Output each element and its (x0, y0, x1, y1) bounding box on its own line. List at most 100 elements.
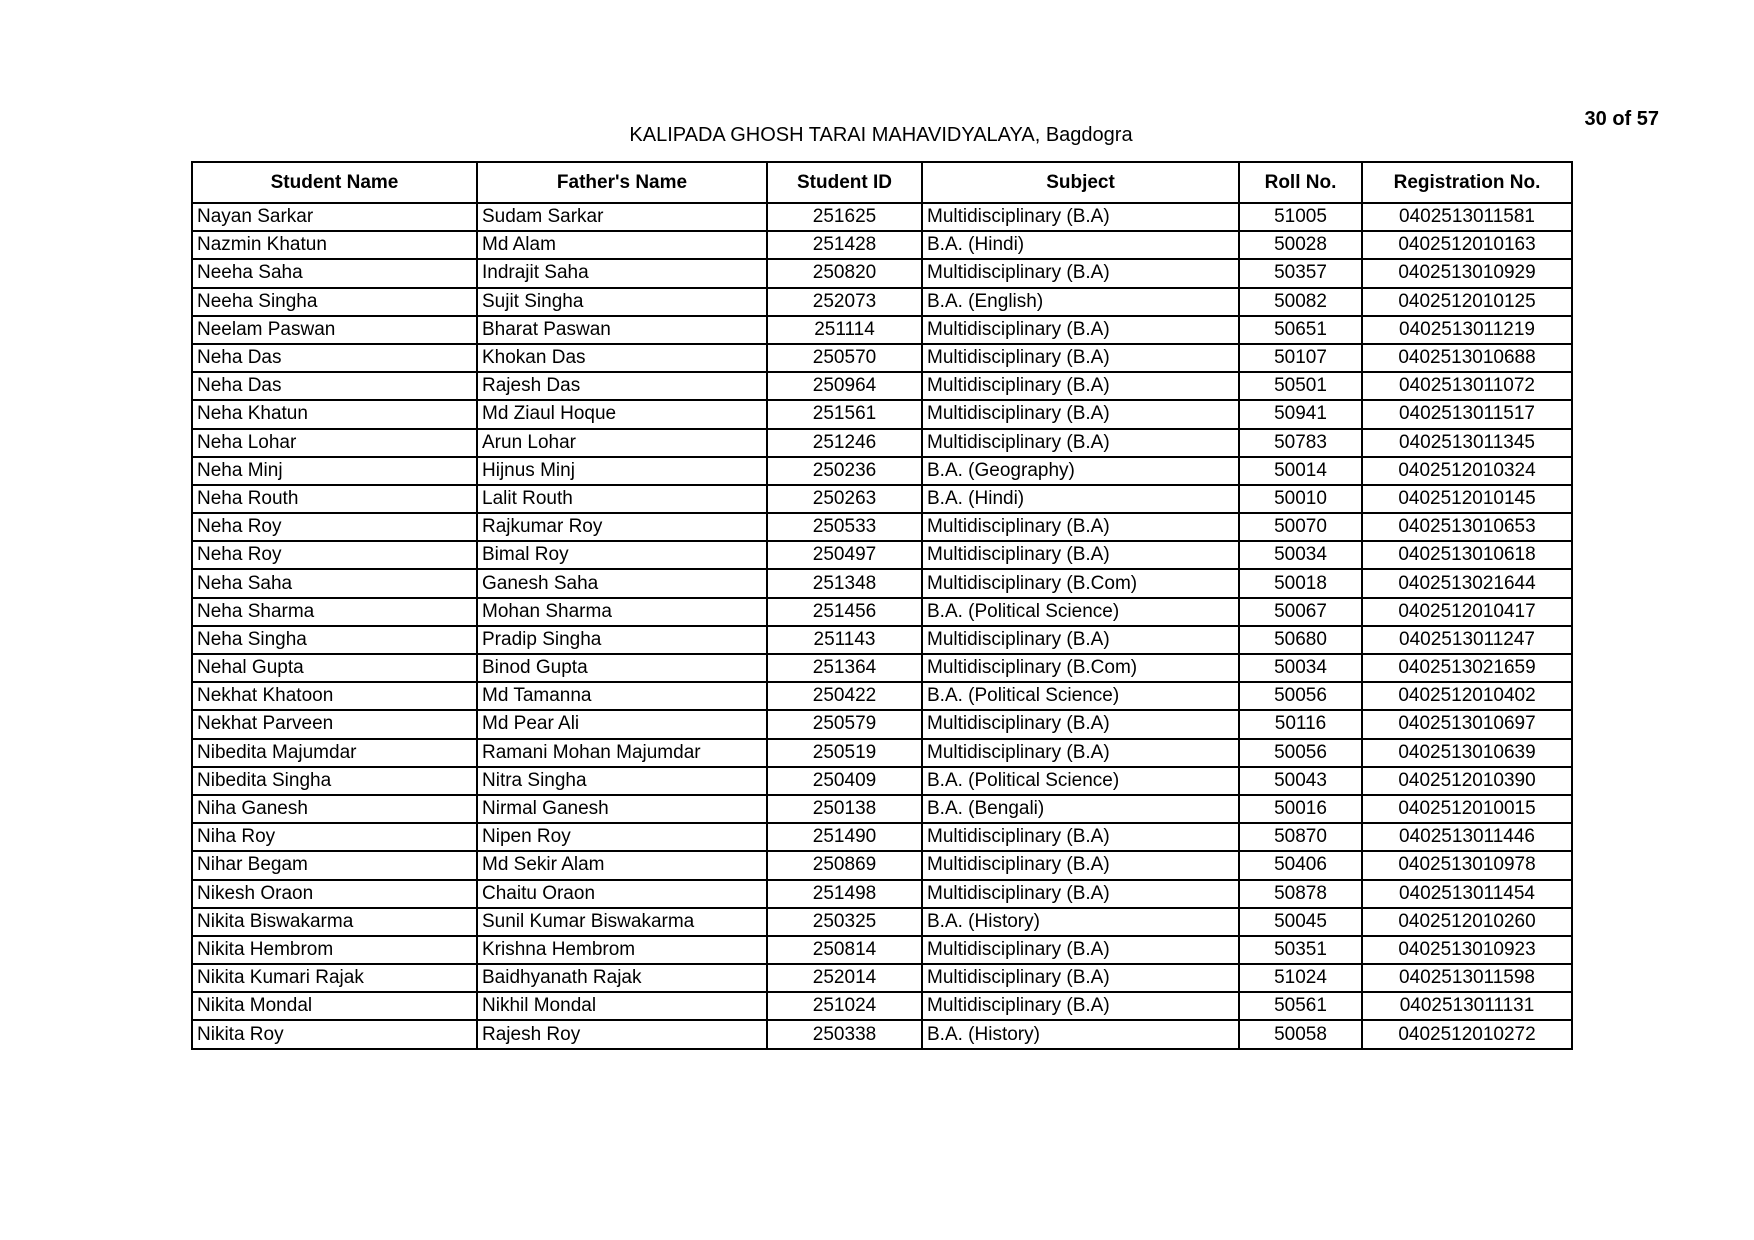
cell-roll-no: 50941 (1238, 399, 1363, 430)
cell-student-id: 252014 (766, 963, 923, 994)
cell-subject: B.A. (History) (921, 1019, 1240, 1050)
cell-student-id: 251364 (766, 652, 923, 684)
cell-subject: B.A. (Hindi) (921, 483, 1240, 515)
cell-subject: B.A. (Bengali) (921, 793, 1240, 825)
cell-fathers-name: Arun Lohar (476, 427, 768, 458)
cell-student-id: 251024 (766, 991, 923, 1022)
cell-registration-no: 0402513011072 (1361, 371, 1573, 402)
cell-student-id: 250325 (766, 906, 923, 937)
table-row: Neelam Paswan Bharat Paswan 251114 Multidis… (191, 314, 1573, 345)
page-number: 30 of 57 (1584, 108, 1659, 130)
cell-student-id: 250236 (766, 455, 923, 486)
cell-student-name: Nibedita Majumdar (191, 737, 478, 768)
cell-student-name: Neha Sharma (191, 596, 478, 627)
cell-roll-no: 50056 (1238, 681, 1363, 712)
cell-subject: B.A. (Hindi) (921, 230, 1240, 261)
table-row: Nekhat Parveen Md Pear Ali 250579 Multidisc… (191, 709, 1573, 740)
cell-subject: Multidisciplinary (B.A) (921, 822, 1240, 853)
cell-registration-no: 0402513011598 (1361, 963, 1573, 994)
cell-student-id: 250497 (766, 540, 923, 571)
column-header-subject: Subject (921, 161, 1240, 204)
cell-student-id: 250422 (766, 681, 923, 712)
cell-roll-no: 50045 (1238, 906, 1363, 937)
cell-registration-no: 0402513010978 (1361, 850, 1573, 881)
cell-registration-no: 0402512010272 (1361, 1019, 1573, 1050)
cell-fathers-name: Md Pear Ali (476, 709, 768, 740)
cell-student-name: Neeha Saha (191, 258, 478, 289)
cell-subject: Multidisciplinary (B.A) (921, 201, 1240, 233)
cell-registration-no: 0402513010688 (1361, 342, 1573, 374)
cell-fathers-name: Chaitu Oraon (476, 878, 768, 909)
cell-roll-no: 50058 (1238, 1019, 1363, 1050)
table-row: Nibedita Singha Nitra Singha 250409 B.A. (P… (191, 765, 1573, 796)
table-row: Nikita Hembrom Krishna Hembrom 250814 Multi… (191, 934, 1573, 966)
cell-registration-no: 0402513010929 (1361, 258, 1573, 289)
cell-student-id: 251456 (766, 596, 923, 627)
cell-student-id: 251561 (766, 399, 923, 430)
cell-registration-no: 0402512010163 (1361, 230, 1573, 261)
table-row: Neha Routh Lalit Routh 250263 B.A. (Hindi) 5… (191, 483, 1573, 515)
cell-registration-no: 0402513011345 (1361, 427, 1573, 458)
cell-subject: Multidisciplinary (B.A) (921, 342, 1240, 374)
table-row: Nikita Mondal Nikhil Mondal 251024 Multidis… (191, 991, 1573, 1022)
cell-student-id: 250519 (766, 737, 923, 768)
cell-registration-no: 0402512010015 (1361, 793, 1573, 825)
cell-student-id: 250964 (766, 371, 923, 402)
cell-student-id: 251246 (766, 427, 923, 458)
cell-student-name: Nihar Begam (191, 850, 478, 881)
cell-student-name: Neha Roy (191, 512, 478, 543)
cell-roll-no: 50082 (1238, 286, 1363, 317)
student-table: Student Name Father's Name Student ID Subje… (191, 161, 1573, 1050)
cell-fathers-name: Baidhyanath Rajak (476, 963, 768, 994)
cell-student-name: Neha Roy (191, 540, 478, 571)
cell-student-name: Nazmin Khatun (191, 230, 478, 261)
cell-student-name: Nikita Roy (191, 1019, 478, 1050)
table-row: Neha Das Khokan Das 250570 Multidisciplinar… (191, 342, 1573, 374)
cell-subject: Multidisciplinary (B.Com) (921, 652, 1240, 684)
cell-roll-no: 50010 (1238, 483, 1363, 515)
table-row: Nikesh Oraon Chaitu Oraon 251498 Multidisci… (191, 878, 1573, 909)
cell-student-name: Neha Das (191, 342, 478, 374)
cell-roll-no: 50056 (1238, 737, 1363, 768)
cell-fathers-name: Md Tamanna (476, 681, 768, 712)
cell-subject: Multidisciplinary (B.A) (921, 878, 1240, 909)
cell-subject: B.A. (History) (921, 906, 1240, 937)
cell-subject: Multidisciplinary (B.A) (921, 540, 1240, 571)
cell-roll-no: 50014 (1238, 455, 1363, 486)
cell-registration-no: 0402512010390 (1361, 765, 1573, 796)
table-row: Neha Saha Ganesh Saha 251348 Multidisciplin… (191, 568, 1573, 599)
table-row: Nazmin Khatun Md Alam 251428 B.A. (Hindi) 50… (191, 230, 1573, 261)
cell-subject: Multidisciplinary (B.A) (921, 963, 1240, 994)
cell-registration-no: 0402513011517 (1361, 399, 1573, 430)
cell-student-id: 250409 (766, 765, 923, 796)
cell-subject: Multidisciplinary (B.A) (921, 624, 1240, 656)
table-row: Neha Lohar Arun Lohar 251246 Multidisciplin… (191, 427, 1573, 458)
cell-registration-no: 0402513011247 (1361, 624, 1573, 656)
cell-fathers-name: Mohan Sharma (476, 596, 768, 627)
cell-student-id: 250338 (766, 1019, 923, 1050)
cell-subject: Multidisciplinary (B.A) (921, 850, 1240, 881)
cell-student-name: Nikita Mondal (191, 991, 478, 1022)
cell-fathers-name: Bimal Roy (476, 540, 768, 571)
table-row: Neha Khatun Md Ziaul Hoque 251561 Multidisc… (191, 399, 1573, 430)
cell-registration-no: 0402512010402 (1361, 681, 1573, 712)
cell-fathers-name: Nitra Singha (476, 765, 768, 796)
cell-subject: Multidisciplinary (B.A) (921, 258, 1240, 289)
table-row: Nikita Biswakarma Sunil Kumar Biswakarma 2… (191, 906, 1573, 937)
cell-student-id: 250263 (766, 483, 923, 515)
cell-subject: Multidisciplinary (B.A) (921, 427, 1240, 458)
column-header-student-name: Student Name (191, 161, 478, 204)
cell-roll-no: 50016 (1238, 793, 1363, 825)
cell-student-name: Neha Singha (191, 624, 478, 656)
table-row: Nikita Kumari Rajak Baidhyanath Rajak 2520… (191, 963, 1573, 994)
table-row: Nekhat Khatoon Md Tamanna 250422 B.A. (Poli… (191, 681, 1573, 712)
table-row: Neha Singha Pradip Singha 251143 Multidisci… (191, 624, 1573, 656)
table-row: Neha Roy Bimal Roy 250497 Multidisciplinary… (191, 540, 1573, 571)
cell-student-name: Nibedita Singha (191, 765, 478, 796)
cell-fathers-name: Rajesh Das (476, 371, 768, 402)
cell-fathers-name: Nikhil Mondal (476, 991, 768, 1022)
cell-roll-no: 50034 (1238, 652, 1363, 684)
cell-fathers-name: Ganesh Saha (476, 568, 768, 599)
column-header-registration-no: Registration No. (1361, 161, 1573, 204)
cell-student-id: 250533 (766, 512, 923, 543)
